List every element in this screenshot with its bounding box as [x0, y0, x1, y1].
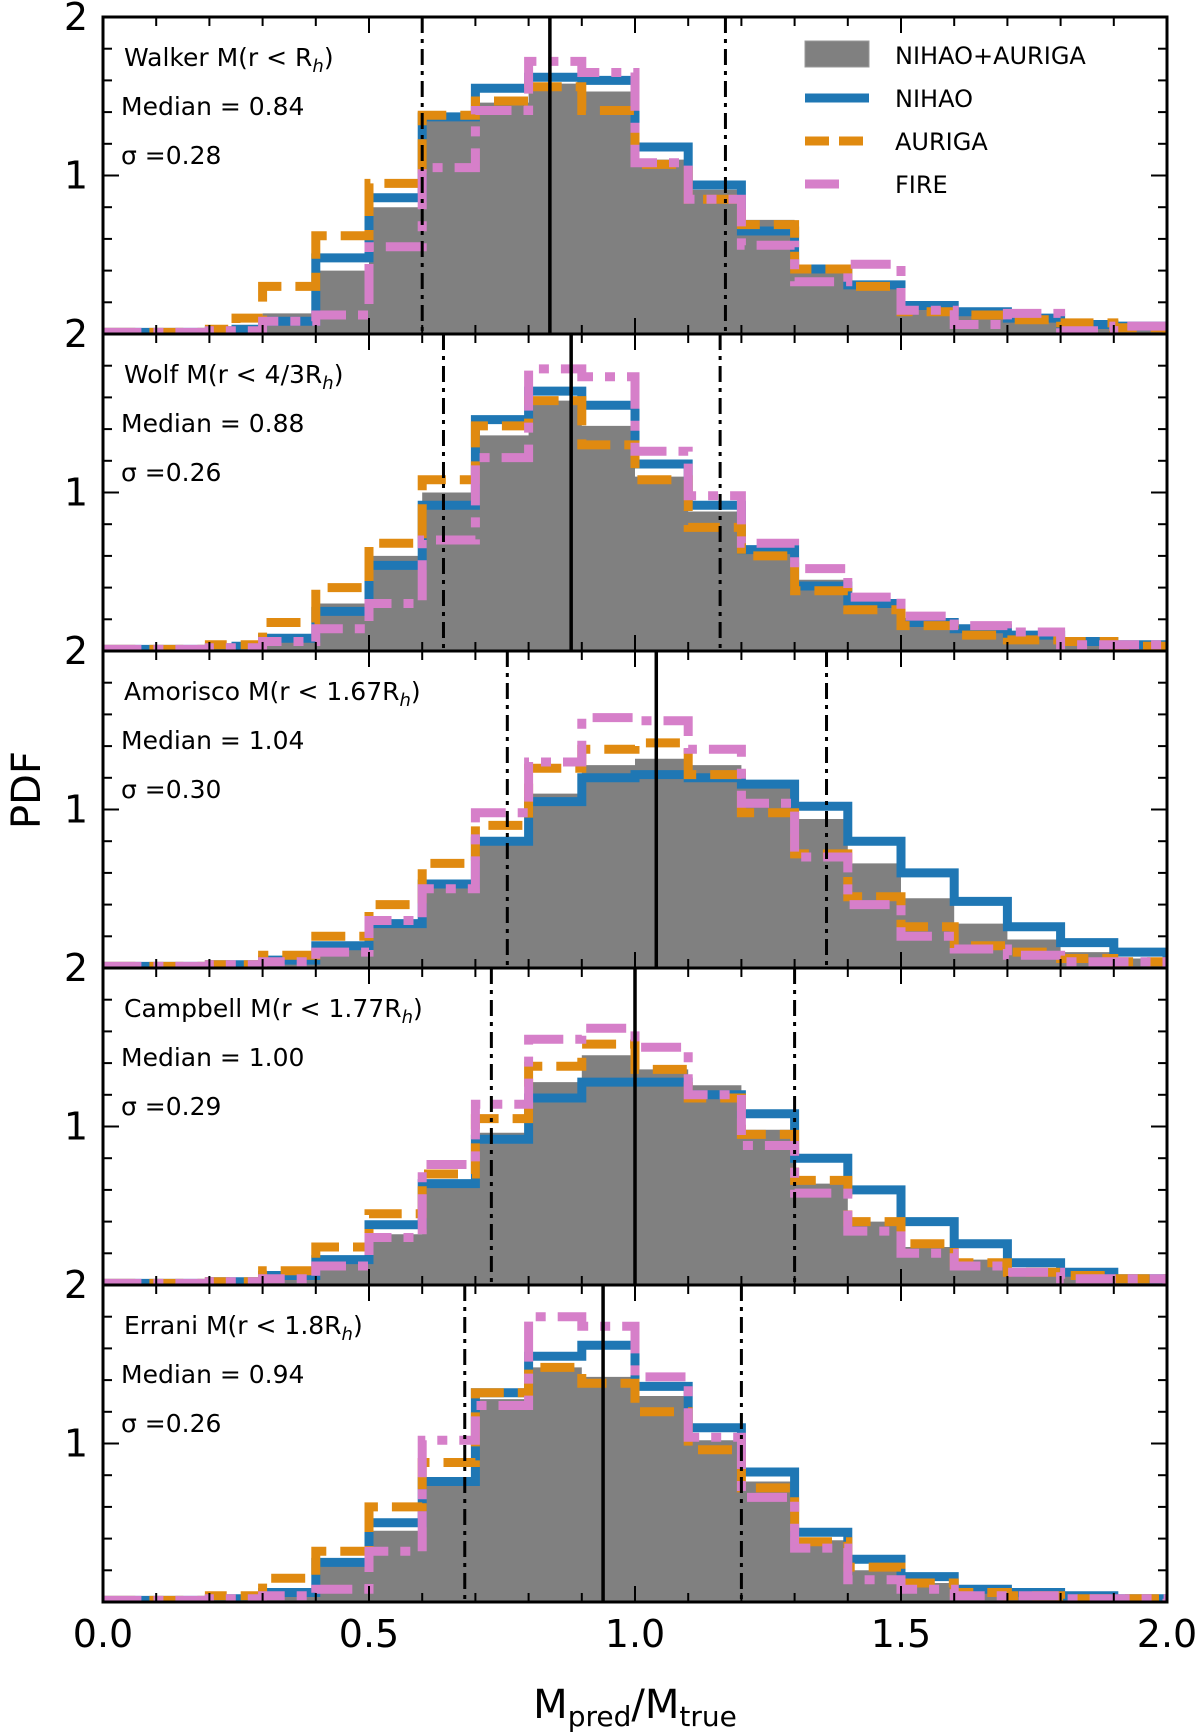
- estimator-name: Wolf M(r < 4/3R: [124, 360, 322, 389]
- median-annotation: Median = 0.94: [121, 1360, 304, 1389]
- x-tick-labels: 0.0 0.5 1.0 1.5 2.0: [73, 1612, 1197, 1656]
- auriga-histogram: [103, 738, 1167, 968]
- radius-close: ): [413, 994, 423, 1023]
- estimator-label: Amorisco M(r < 1.67Rh): [124, 677, 421, 711]
- panel-plot-area: [103, 334, 1167, 651]
- legend-label: NIHAO+AURIGA: [895, 42, 1086, 70]
- panel-ticks: [102, 1285, 1168, 1602]
- estimator-name: Campbell M(r < 1.77R: [124, 994, 402, 1023]
- x-axis-label: Mpred/Mtrue: [533, 1682, 737, 1733]
- panel-amorisco: 2 1 Amorisco M(r < 1.67Rh) Median = 1.04 σ =…: [64, 629, 1169, 970]
- panel-ticks: [102, 17, 1168, 334]
- y-tick-label: 2: [64, 0, 88, 39]
- legend-label: AURIGA: [895, 128, 988, 156]
- panel-campbell: 2 1 Campbell M(r < 1.77Rh) Median = 1.00 σ =…: [64, 946, 1169, 1287]
- legend-label: FIRE: [895, 171, 948, 199]
- radius-close: ): [324, 43, 334, 72]
- radius-subscript: h: [402, 1007, 413, 1028]
- radius-subscript: h: [342, 1324, 353, 1345]
- y-tick-label: 1: [64, 154, 88, 198]
- y-axis-label: PDF: [4, 751, 50, 829]
- fire-histogram: [103, 364, 1167, 651]
- radius-subscript: h: [399, 690, 410, 711]
- estimator-label: Errani M(r < 1.8Rh): [124, 1311, 363, 1345]
- fire-histogram: [103, 713, 1167, 968]
- median-annotation: Median = 1.04: [121, 726, 304, 755]
- radius-close: ): [353, 1311, 363, 1340]
- sigma-annotation: σ =0.28: [121, 141, 221, 170]
- x-tick-label: 2.0: [1137, 1612, 1197, 1656]
- auriga-histogram: [103, 1362, 1167, 1602]
- legend-label: NIHAO: [895, 85, 973, 113]
- estimator-label: Wolf M(r < 4/3Rh): [124, 360, 343, 394]
- radius-subscript: h: [322, 373, 333, 394]
- radius-subscript: h: [312, 56, 323, 77]
- median-annotation: Median = 1.00: [121, 1043, 304, 1072]
- x-tick-label: 0.5: [339, 1612, 399, 1656]
- panel-plot-area: [103, 1285, 1167, 1602]
- x-tick-label: 1.5: [871, 1612, 931, 1656]
- fire-histogram: [103, 56, 1167, 334]
- x-tick-label: 1.0: [605, 1612, 665, 1656]
- sigma-annotation: σ =0.26: [121, 458, 221, 487]
- nihao-histogram: [103, 770, 1167, 968]
- fire-histogram: [103, 1312, 1167, 1602]
- y-tick-label: 1: [64, 1422, 88, 1466]
- median-annotation: Median = 0.84: [121, 92, 304, 121]
- y-tick-label: 1: [64, 471, 88, 515]
- auriga-histogram: [103, 396, 1167, 651]
- nihao-histogram: [103, 1077, 1167, 1285]
- y-tick-label: 2: [64, 629, 88, 673]
- y-tick-label: 1: [64, 1105, 88, 1149]
- panel-ticks: [102, 651, 1168, 968]
- radius-close: ): [334, 360, 344, 389]
- legend-swatch-combined: [804, 40, 870, 68]
- panel-wolf: 2 1 Wolf M(r < 4/3Rh) Median = 0.88 σ =0.26: [64, 312, 1169, 653]
- sigma-annotation: σ =0.26: [121, 1409, 221, 1438]
- legend: NIHAO+AURIGA NIHAO AURIGA FIRE: [804, 40, 1086, 199]
- sigma-annotation: σ =0.30: [121, 775, 221, 804]
- estimator-label: Campbell M(r < 1.77Rh): [124, 994, 423, 1028]
- panel-plot-area: [103, 17, 1167, 334]
- estimator-name: Walker M(r < R: [124, 43, 312, 72]
- sigma-annotation: σ =0.29: [121, 1092, 221, 1121]
- estimator-label: Walker M(r < Rh): [124, 43, 334, 77]
- panel-plot-area: [103, 651, 1167, 968]
- panel-errani: 2 1 Errani M(r < 1.8Rh) Median = 0.94 σ =0.2…: [64, 1263, 1169, 1604]
- y-tick-label: 2: [64, 1263, 88, 1307]
- estimator-name: Amorisco M(r < 1.67R: [124, 677, 399, 706]
- estimator-name: Errani M(r < 1.8R: [124, 1311, 342, 1340]
- x-tick-label: 0.0: [73, 1612, 133, 1656]
- panel-plot-area: [103, 968, 1167, 1285]
- y-tick-label: 2: [64, 946, 88, 990]
- combined-histogram: [103, 758, 1167, 968]
- y-tick-label: 2: [64, 312, 88, 356]
- median-annotation: Median = 0.88: [121, 409, 304, 438]
- radius-close: ): [411, 677, 421, 706]
- panel-walker: 2 1 Walker M(r < Rh) Median = 0.84 σ =0.28: [64, 0, 1169, 336]
- y-tick-label: 1: [64, 788, 88, 832]
